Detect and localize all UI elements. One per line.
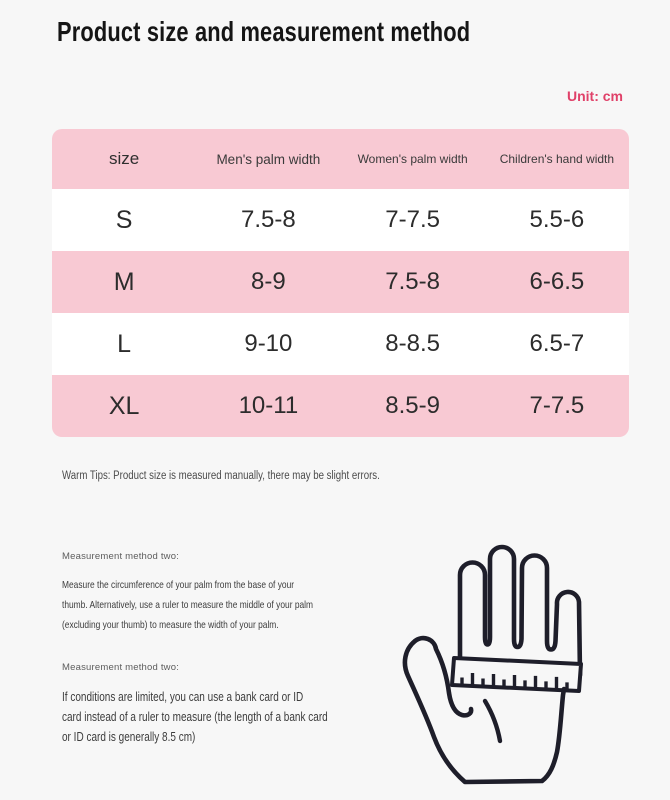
value-cell: 7-7.5 <box>385 206 440 233</box>
page-title: Product size and measurement method <box>57 16 471 47</box>
size-cell: M <box>113 267 135 296</box>
table-header-row: size Men's palm width Women's palm width… <box>52 129 629 189</box>
thumb-inner-edge <box>412 635 474 718</box>
measurement-method-text-1: Measure the circumference of your palm f… <box>62 579 314 631</box>
size-cell: XL <box>108 391 140 420</box>
value-cell: 5.5-6 <box>529 206 585 233</box>
value-cell: 7.5-8 <box>241 206 296 233</box>
table-row-l: L 9-10 8-8.5 6.5-7 <box>52 313 629 375</box>
value-cell: 10-11 <box>238 392 299 419</box>
thumb-palm-outline <box>402 638 567 785</box>
size-table: size Men's palm width Women's palm width… <box>52 129 629 437</box>
size-cell: L <box>117 329 132 358</box>
value-cell: 8-9 <box>251 268 286 295</box>
warm-tips-note: Warm Tips: Product size is measured manu… <box>62 470 380 482</box>
column-header-size: size <box>109 149 140 168</box>
table-row-xl: XL 10-11 8.5-9 7-7.5 <box>52 375 629 437</box>
table-row-s: S 7.5-8 7-7.5 5.5-6 <box>52 189 629 251</box>
value-cell: 6.5-7 <box>529 330 585 357</box>
measurement-method-heading-1: Measurement method two: <box>62 551 180 562</box>
value-cell: 6-6.5 <box>529 268 585 295</box>
value-cell: 7.5-8 <box>385 268 440 295</box>
column-header-mens-palm-width: Men's palm width <box>216 151 321 167</box>
value-cell: 9-10 <box>244 330 293 357</box>
value-cell: 8.5-9 <box>385 392 440 419</box>
value-cell: 7-7.5 <box>529 392 585 419</box>
hand-ruler-illustration <box>402 544 583 785</box>
value-cell: 8-8.5 <box>385 330 440 357</box>
unit-label: Unit: cm <box>567 88 623 104</box>
palm-crease <box>482 698 503 744</box>
measurement-method-text-2: If conditions are limited, you can use a… <box>62 690 328 744</box>
ruler-ticks <box>460 673 569 691</box>
column-header-childrens-hand-width: Children's hand width <box>499 152 615 166</box>
table-row-m: M 8-9 7.5-8 6-6.5 <box>52 251 629 313</box>
column-header-womens-palm-width: Women's palm width <box>357 152 468 166</box>
fingers-outline <box>457 544 583 678</box>
size-cell: S <box>115 205 133 234</box>
measurement-method-heading-2: Measurement method two: <box>62 662 180 673</box>
